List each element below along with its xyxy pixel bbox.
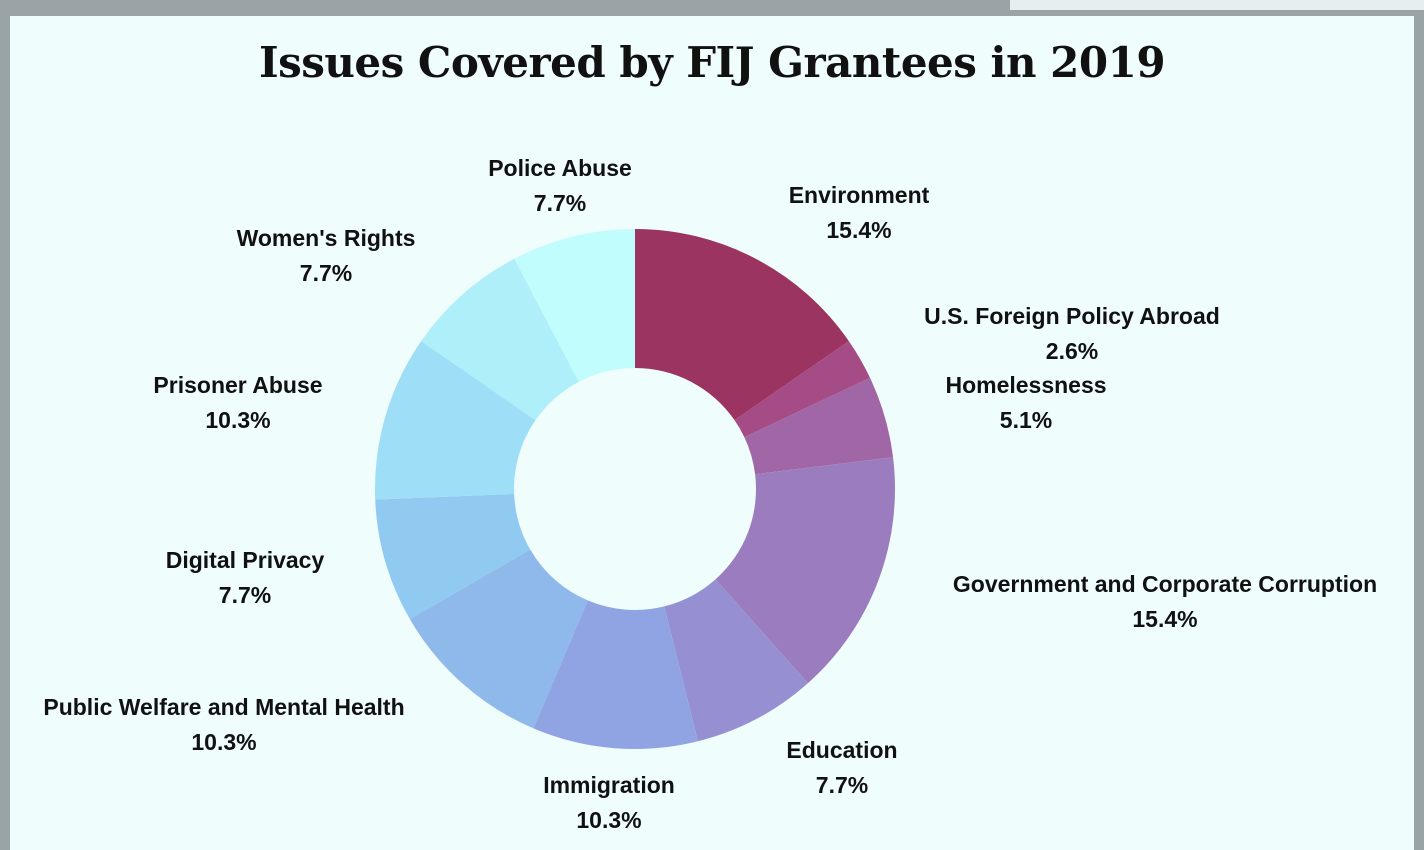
- label-immigration: Immigration 10.3%: [543, 768, 675, 838]
- slice-label-name: Digital Privacy: [166, 543, 325, 578]
- label-u-s-foreign-policy-abroad: U.S. Foreign Policy Abroad 2.6%: [924, 299, 1220, 369]
- slice-label-value: 15.4%: [789, 213, 930, 248]
- slice-label-value: 10.3%: [543, 803, 675, 838]
- slice-label-value: 7.7%: [488, 186, 632, 221]
- label-women-s-rights: Women's Rights 7.7%: [237, 221, 416, 291]
- label-digital-privacy: Digital Privacy 7.7%: [166, 543, 325, 613]
- label-homelessness: Homelessness 5.1%: [945, 368, 1106, 438]
- label-public-welfare-and-mental-health: Public Welfare and Mental Health 10.3%: [43, 690, 404, 760]
- slice-label-name: Police Abuse: [488, 151, 632, 186]
- slice-label-value: 7.7%: [786, 768, 897, 803]
- slice-label-name: U.S. Foreign Policy Abroad: [924, 299, 1220, 334]
- slice-label-value: 2.6%: [924, 334, 1220, 369]
- slice-label-value: 15.4%: [953, 602, 1377, 637]
- slice-label-value: 10.3%: [153, 403, 322, 438]
- slice-label-name: Immigration: [543, 768, 675, 803]
- slice-label-value: 7.7%: [166, 578, 325, 613]
- slice-label-name: Homelessness: [945, 368, 1106, 403]
- slice-label-name: Education: [786, 733, 897, 768]
- label-police-abuse: Police Abuse 7.7%: [488, 151, 632, 221]
- slice-label-value: 7.7%: [237, 256, 416, 291]
- label-environment: Environment 15.4%: [789, 178, 930, 248]
- slice-label-name: Women's Rights: [237, 221, 416, 256]
- slice-label-name: Public Welfare and Mental Health: [43, 690, 404, 725]
- label-prisoner-abuse: Prisoner Abuse 10.3%: [153, 368, 322, 438]
- slice-label-name: Government and Corporate Corruption: [953, 567, 1377, 602]
- label-education: Education 7.7%: [786, 733, 897, 803]
- slice-label-value: 5.1%: [945, 403, 1106, 438]
- slice-label-value: 10.3%: [43, 725, 404, 760]
- slice-label-name: Environment: [789, 178, 930, 213]
- slice-label-name: Prisoner Abuse: [153, 368, 322, 403]
- label-government-and-corporate-corruption: Government and Corporate Corruption 15.4%: [953, 567, 1377, 637]
